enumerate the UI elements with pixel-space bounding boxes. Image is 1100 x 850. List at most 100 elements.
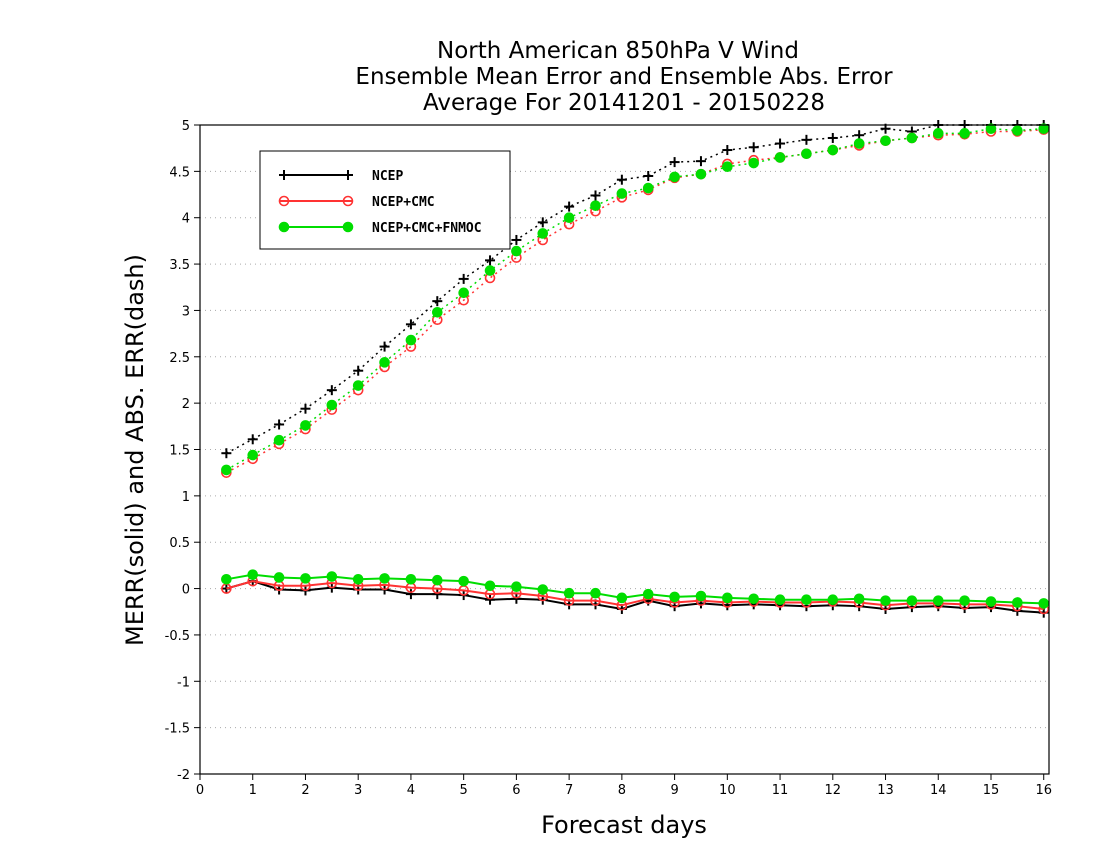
abs-err-point bbox=[669, 157, 680, 168]
abs-err-point bbox=[642, 182, 654, 194]
abs-err-point bbox=[221, 464, 232, 476]
merr-point bbox=[458, 575, 469, 587]
legend-label: NCEP bbox=[372, 169, 403, 184]
abs-err-point bbox=[801, 148, 812, 160]
abs-err-point bbox=[590, 190, 601, 201]
abs-err-point bbox=[880, 135, 891, 147]
legend-marker bbox=[278, 221, 290, 233]
merr-point bbox=[432, 589, 443, 600]
abs-err-point bbox=[274, 419, 285, 430]
abs-err-point bbox=[247, 449, 259, 461]
y-tick-label: 2.5 bbox=[169, 351, 190, 366]
merr-point bbox=[906, 595, 918, 606]
x-tick-label: 6 bbox=[512, 783, 520, 798]
abs-err-point bbox=[511, 234, 522, 245]
x-tick-label: 5 bbox=[460, 783, 468, 798]
chart-title-line-1: North American 850hPa V Wind bbox=[437, 38, 799, 64]
series-ncep-cmc-fnmoc bbox=[221, 123, 1050, 609]
abs-err-point bbox=[432, 296, 443, 307]
merr-point bbox=[485, 594, 496, 605]
y-tick-label: 3.5 bbox=[169, 258, 190, 273]
grid-lines bbox=[200, 170, 1049, 729]
abs-err-point bbox=[853, 138, 865, 149]
merr-point bbox=[669, 591, 680, 603]
merr-point bbox=[932, 595, 944, 606]
x-tick-label: 0 bbox=[196, 783, 204, 798]
y-tick-label: -2 bbox=[177, 768, 190, 783]
abs-err-point bbox=[932, 128, 944, 139]
abs-err-point bbox=[563, 212, 575, 224]
legend-marker bbox=[342, 195, 354, 207]
x-axis-label: Forecast days bbox=[541, 811, 707, 839]
merr-point bbox=[326, 571, 338, 582]
abs-err-point bbox=[590, 200, 601, 211]
abs-err-point bbox=[405, 334, 417, 346]
x-tick-label: 1 bbox=[249, 783, 257, 798]
legend-marker bbox=[278, 195, 290, 207]
abs-err-point bbox=[827, 132, 838, 143]
abs-err-point bbox=[405, 319, 416, 330]
abs-err-point bbox=[827, 144, 839, 156]
abs-err-point bbox=[748, 157, 759, 169]
legend-label: NCEP+CMC+FNMOC bbox=[372, 221, 482, 236]
merr-point bbox=[221, 574, 232, 585]
y-tick-label: 5 bbox=[182, 119, 190, 134]
legend-marker bbox=[343, 170, 353, 180]
abs-err-point bbox=[669, 171, 680, 183]
abs-err-point bbox=[564, 201, 575, 212]
abs-err-point bbox=[221, 448, 232, 459]
y-tick-label: 4 bbox=[182, 212, 190, 227]
merr-point bbox=[563, 587, 575, 599]
y-axis: -2 -1.5 -1 -0.5 0 0.5 1 1.5 2 2.5 3 3.5 4 4.5 5 bbox=[165, 119, 200, 783]
x-tick-label: 16 bbox=[1035, 783, 1052, 798]
x-tick-label: 14 bbox=[930, 783, 947, 798]
x-tick-label: 8 bbox=[618, 783, 626, 798]
merr-point bbox=[827, 594, 839, 605]
abs-err-point bbox=[431, 306, 443, 318]
x-axis: 0 1 2 3 4 5 6 7 8 9 10 11 12 13 14 15 16 bbox=[196, 774, 1052, 798]
abs-err-point bbox=[511, 245, 522, 257]
y-tick-label: 3 bbox=[182, 304, 190, 319]
abs-err-point bbox=[458, 273, 469, 284]
merr-point bbox=[801, 594, 812, 605]
x-tick-label: 4 bbox=[407, 783, 415, 798]
abs-err-point bbox=[537, 228, 549, 239]
legend: NCEP NCEP+CMC NCEP+CMC+FNMOC bbox=[259, 150, 511, 250]
y-tick-label: 2 bbox=[182, 397, 190, 412]
x-tick-label: 2 bbox=[301, 783, 309, 798]
x-tick-label: 15 bbox=[983, 783, 1000, 798]
merr-point bbox=[959, 595, 970, 606]
abs-err-point bbox=[537, 217, 548, 228]
abs-err-point bbox=[247, 434, 258, 445]
merr-point bbox=[511, 581, 522, 593]
merr-point bbox=[431, 574, 443, 586]
merr-point bbox=[511, 593, 522, 604]
merr-point bbox=[405, 574, 417, 585]
x-tick-label: 10 bbox=[719, 783, 736, 798]
abs-err-point bbox=[353, 365, 364, 376]
abs-err-point bbox=[722, 161, 733, 173]
abs-err-point bbox=[985, 123, 997, 135]
legend-marker bbox=[279, 170, 289, 180]
merr-point bbox=[853, 593, 865, 605]
x-tick-label: 9 bbox=[670, 783, 678, 798]
y-tick-label: 4.5 bbox=[169, 165, 190, 180]
abs-err-point bbox=[379, 341, 390, 352]
abs-err-point bbox=[379, 357, 390, 368]
abs-err-point bbox=[616, 174, 627, 185]
abs-err-point bbox=[300, 403, 311, 414]
chart-title-line-3: Average For 20141201 - 20150228 bbox=[423, 90, 825, 116]
x-tick-label: 11 bbox=[772, 783, 789, 798]
merr-point bbox=[379, 573, 390, 584]
abs-err-point bbox=[906, 132, 918, 144]
y-tick-label: 1 bbox=[182, 490, 190, 505]
abs-err-point bbox=[959, 128, 970, 139]
abs-err-point bbox=[326, 385, 337, 396]
legend-label: NCEP+CMC bbox=[372, 195, 435, 210]
y-tick-label: -1 bbox=[177, 675, 190, 690]
y-tick-label: 0.5 bbox=[169, 536, 190, 551]
merr-point bbox=[748, 593, 759, 605]
merr-point bbox=[616, 592, 628, 604]
merr-point bbox=[695, 590, 707, 602]
abs-err-point bbox=[616, 188, 628, 199]
